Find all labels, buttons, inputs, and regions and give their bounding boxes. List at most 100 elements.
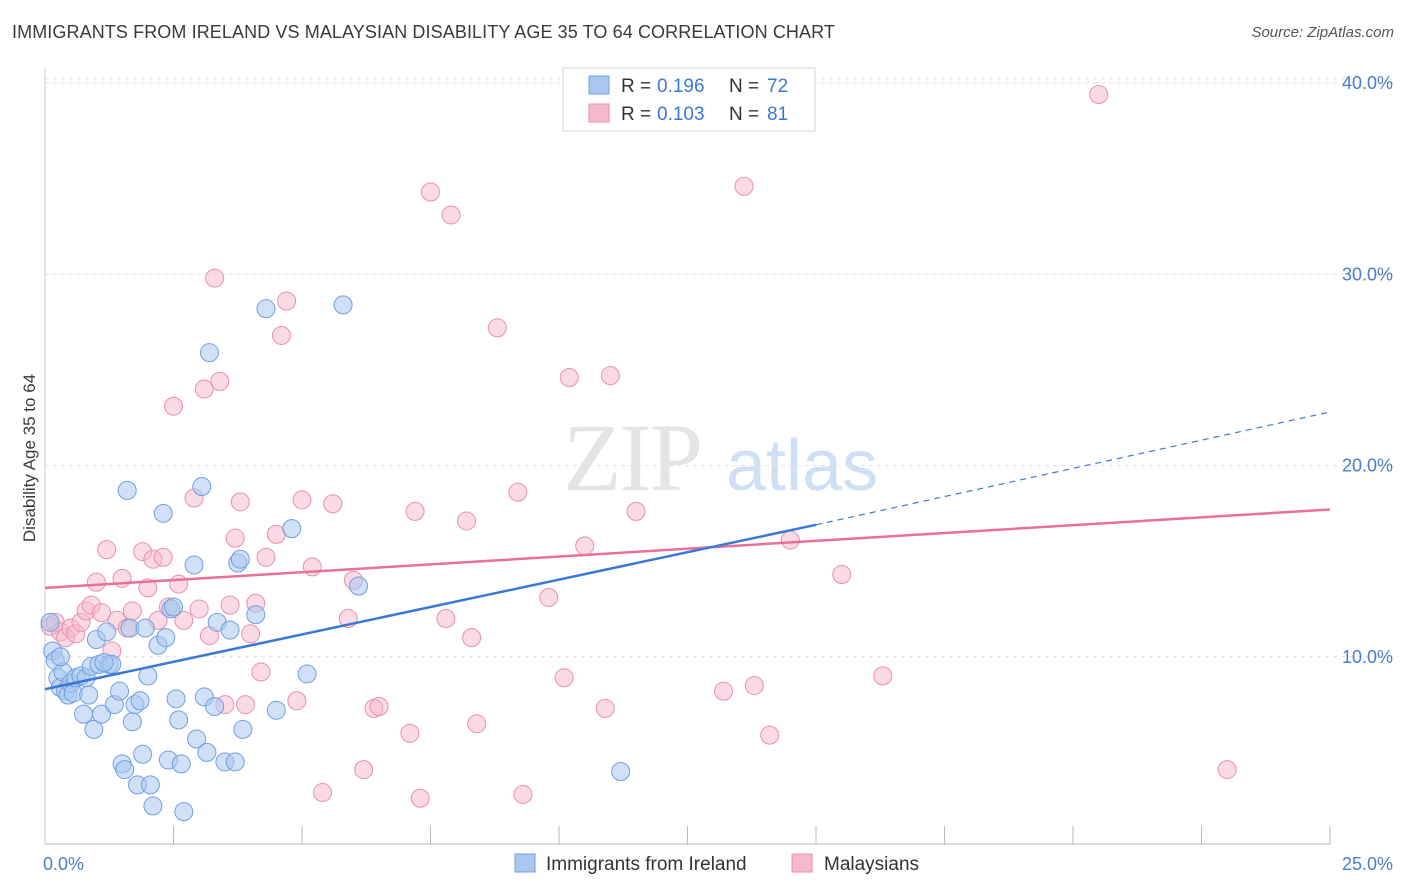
malaysians-point — [575, 536, 595, 556]
ireland-point — [115, 760, 135, 780]
ireland-point — [133, 744, 153, 764]
malaysians-point — [313, 783, 333, 803]
malaysians-point — [487, 318, 507, 338]
ireland-point — [140, 775, 160, 795]
ireland-points — [40, 295, 631, 822]
malaysians-point — [210, 371, 230, 391]
malaysians-point — [369, 696, 389, 716]
malaysians-point — [744, 675, 764, 695]
malaysians-point — [287, 691, 307, 711]
axes — [44, 68, 1331, 845]
malaysians-point — [205, 268, 225, 288]
malaysians-point — [277, 291, 297, 311]
malaysians-point — [251, 662, 271, 682]
ireland-point — [97, 622, 117, 642]
legend-n-value-1: 72 — [767, 76, 788, 97]
legend-r-label-2: R = — [621, 104, 651, 125]
malaysians-point — [271, 325, 291, 345]
ireland-point — [197, 742, 217, 762]
ireland-point — [74, 704, 94, 724]
chart-title: IMMIGRANTS FROM IRELAND VS MALAYSIAN DIS… — [12, 22, 835, 42]
ireland-point — [266, 700, 286, 720]
legend-n-label-2: N = — [729, 104, 759, 125]
malaysians-point — [410, 788, 430, 808]
malaysians-point — [436, 609, 456, 628]
malaysians-point — [467, 714, 487, 734]
source-label: Source: ZipAtlas.com — [1251, 24, 1394, 41]
malaysians-point — [400, 723, 420, 743]
ireland-point — [166, 689, 186, 709]
top-legend: R = 0.196 N = 72 R = 0.103 N = 81 — [562, 67, 816, 132]
ireland-point — [282, 519, 302, 539]
y-axis-label: Disability Age 35 to 64 — [20, 374, 39, 542]
ireland-point — [297, 664, 317, 684]
malaysians-point — [559, 368, 579, 388]
legend-n-label-1: N = — [729, 76, 759, 97]
malaysians-point — [97, 540, 117, 560]
legend-r-value-1: 0.196 — [657, 76, 705, 97]
malaysians-point — [189, 599, 209, 619]
malaysians-point — [92, 603, 112, 623]
ireland-point — [174, 802, 194, 822]
malaysians-point — [760, 725, 780, 745]
malaysians-point — [626, 501, 646, 521]
ireland-point — [225, 752, 245, 772]
malaysians-point — [86, 572, 106, 592]
malaysians-point — [405, 501, 425, 521]
y-tick-label: 30.0% — [1342, 264, 1393, 284]
ireland-point — [153, 503, 173, 523]
malaysians-trend-line — [44, 508, 1331, 590]
legend-n-value-2: 81 — [767, 104, 788, 125]
malaysians-point — [292, 490, 312, 510]
ireland-point — [135, 618, 155, 638]
bottom-legend-swatch-ireland — [514, 853, 536, 873]
bottom-legend-malaysians: Malaysians — [824, 854, 919, 875]
legend-swatch-ireland — [588, 75, 610, 95]
ireland-point — [117, 480, 137, 500]
malaysians-point — [153, 547, 173, 567]
malaysians-point — [421, 182, 440, 202]
malaysians-point — [513, 784, 533, 804]
malaysians-point — [122, 601, 142, 621]
bottom-legend-ireland: Immigrants from Ireland — [546, 854, 747, 875]
ireland-point — [169, 710, 189, 730]
ireland-point — [220, 620, 240, 640]
ireland-point — [233, 719, 253, 739]
malaysians-point — [508, 482, 528, 502]
malaysians-point — [539, 587, 559, 607]
ireland-point — [50, 647, 70, 667]
malaysians-point — [554, 668, 574, 688]
malaysians-point — [780, 530, 800, 550]
y-tick-label: 40.0% — [1342, 73, 1393, 93]
trend-lines — [44, 411, 1331, 691]
ireland-point — [184, 555, 204, 575]
ireland-point — [256, 299, 276, 319]
malaysians-point — [225, 528, 245, 548]
ireland-trend-line — [44, 523, 817, 691]
malaysians-point — [873, 666, 893, 686]
y-tick-label: 20.0% — [1342, 456, 1393, 476]
malaysians-point — [169, 574, 189, 594]
ireland-point — [84, 719, 104, 739]
ireland-point — [130, 691, 150, 711]
x-tick-label: 25.0% — [1342, 854, 1393, 874]
malaysians-point — [595, 698, 615, 718]
ireland-trend-extension — [815, 411, 1331, 526]
bottom-legend: Immigrants from Ireland Malaysians — [514, 853, 919, 875]
ireland-point — [187, 729, 207, 749]
ireland-point — [79, 685, 99, 705]
malaysians-point — [441, 205, 461, 225]
ireland-point — [122, 712, 142, 732]
ireland-point — [246, 605, 266, 625]
malaysians-point — [832, 565, 852, 585]
malaysians-point — [1089, 84, 1109, 104]
legend-r-value-2: 0.103 — [657, 104, 705, 125]
malaysians-point — [230, 492, 250, 512]
malaysians-point — [256, 547, 276, 567]
ireland-point — [164, 597, 183, 617]
malaysians-point — [354, 760, 374, 780]
ireland-point — [171, 754, 191, 774]
ireland-point — [40, 612, 60, 632]
malaysians-point — [734, 176, 754, 196]
